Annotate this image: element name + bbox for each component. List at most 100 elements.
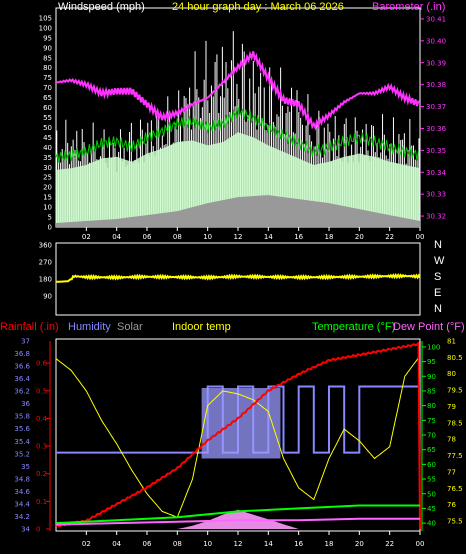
wind-tick-label: 90 xyxy=(43,44,52,52)
direction-plot-frame xyxy=(55,242,421,316)
wind-tick-label: 55 xyxy=(43,114,52,122)
direction-tick-label: 270 xyxy=(39,259,52,267)
hour-tick-label: 04 xyxy=(112,233,121,241)
rain-tick-label: 0.6 xyxy=(36,360,48,368)
temp-tick-label: 85 xyxy=(427,387,436,395)
rain-tick-label: 0.4 xyxy=(36,415,48,423)
barometer-tick-label: 30.39 xyxy=(426,59,446,67)
rain-tick-label: 0.3 xyxy=(36,443,47,451)
wind-tick-label: 10 xyxy=(43,204,52,212)
barometer-label: Barometer (.in) xyxy=(372,1,445,13)
indoor-tick-label: 34.8 xyxy=(14,475,30,483)
wind-tick-label: 80 xyxy=(43,64,52,72)
rain-tick-label: 0.2 xyxy=(36,470,47,478)
indoor-tick-label: 34.2 xyxy=(14,513,30,521)
compass-label: N xyxy=(434,303,442,315)
dew-point-label: Dew Point (°F) xyxy=(393,321,465,333)
temp-tick-label: 90 xyxy=(427,373,436,381)
chart-title: 24 hour graph day : March 06 2026 xyxy=(172,1,344,13)
humidity-block xyxy=(201,388,281,459)
temperature-label: Temperature (°F) xyxy=(312,321,395,333)
hour-tick-label: 20 xyxy=(355,233,364,241)
dew-tick-label: 76.5 xyxy=(447,485,463,493)
wind-direction-line xyxy=(56,272,421,283)
wind-tick-label: 85 xyxy=(43,54,52,62)
compass-label: W xyxy=(434,255,445,267)
dew-tick-label: 80.5 xyxy=(447,354,463,362)
barometer-tick-label: 30.36 xyxy=(426,125,447,133)
indoor-tick-label: 35.2 xyxy=(14,450,30,458)
wind-tick-label: 50 xyxy=(43,124,52,132)
hour-tick-label: 12 xyxy=(234,540,243,548)
hour-tick-label: 14 xyxy=(264,233,273,241)
barometer-tick-label: 30.38 xyxy=(426,81,446,89)
hour-tick-label: 22 xyxy=(385,540,394,548)
indoor-tick-label: 35.8 xyxy=(14,413,30,421)
hour-tick-label: 10 xyxy=(203,233,212,241)
barometer-tick-label: 30.33 xyxy=(426,191,446,199)
dew-tick-label: 77 xyxy=(447,468,456,476)
hour-tick-label: 16 xyxy=(294,540,303,548)
indoor-temp-label: Indoor temp xyxy=(172,321,231,333)
temp-tick-label: 60 xyxy=(427,461,436,469)
temp-tick-label: 70 xyxy=(427,432,436,440)
direction-tick-label: 180 xyxy=(39,276,52,284)
compass-label: N xyxy=(434,239,442,251)
solar-label: Solar xyxy=(117,321,143,333)
indoor-tick-label: 34 xyxy=(21,526,30,534)
min-wind-area xyxy=(56,195,420,227)
average-wind-line xyxy=(55,105,419,163)
wind-barometer-panel: Windspeed (mph) 24 hour graph day : Marc… xyxy=(39,1,447,241)
barometer-tick-label: 30.34 xyxy=(426,169,447,177)
hour-tick-label: 02 xyxy=(82,540,91,548)
wind-tick-label: 25 xyxy=(43,174,52,182)
indoor-temp-line xyxy=(55,357,419,518)
temp-tick-label: 50 xyxy=(427,490,436,498)
direction-tick-label: 360 xyxy=(39,242,52,250)
hour-tick-label: 08 xyxy=(173,540,182,548)
wind-tick-label: 95 xyxy=(43,34,52,42)
hour-tick-label: 00 xyxy=(416,540,425,548)
hour-tick-label: 10 xyxy=(203,540,212,548)
temp-tick-label: 55 xyxy=(427,476,436,484)
compass-label: E xyxy=(434,287,441,299)
hour-tick-label: 06 xyxy=(143,233,152,241)
hour-tick-label: 08 xyxy=(173,233,182,241)
temp-tick-label: 45 xyxy=(427,505,436,513)
indoor-tick-label: 35.6 xyxy=(14,425,30,433)
wind-band-area xyxy=(56,132,420,224)
indoor-tick-label: 36.6 xyxy=(14,363,30,371)
hour-tick-label: 12 xyxy=(234,233,243,241)
wind-tick-label: 30 xyxy=(43,164,52,172)
hour-tick-label: 14 xyxy=(264,540,273,548)
hour-tick-label: 02 xyxy=(82,233,91,241)
dew-tick-label: 79 xyxy=(447,403,456,411)
indoor-tick-label: 36.2 xyxy=(14,388,30,396)
indoor-tick-label: 34.6 xyxy=(14,488,30,496)
indoor-tick-label: 35.4 xyxy=(14,438,30,446)
temp-tick-label: 75 xyxy=(427,417,436,425)
wind-tick-label: 60 xyxy=(43,104,52,112)
hour-tick-label: 18 xyxy=(325,233,334,241)
hour-tick-label: 22 xyxy=(385,233,394,241)
windspeed-label: Windspeed (mph) xyxy=(58,1,145,13)
wind-tick-label: 45 xyxy=(43,134,52,142)
dew-tick-label: 77.5 xyxy=(447,452,463,460)
dew-point-line xyxy=(55,517,420,526)
hour-tick-label: 06 xyxy=(143,540,152,548)
indoor-tick-label: 35 xyxy=(21,463,30,471)
direction-tick-label: 90 xyxy=(43,293,52,301)
wind-tick-label: 35 xyxy=(43,154,52,162)
temp-tick-label: 40 xyxy=(427,520,436,528)
barometer-tick-label: 30.37 xyxy=(426,103,446,111)
wind-tick-label: 15 xyxy=(43,194,52,202)
indoor-tick-label: 36.8 xyxy=(14,350,30,358)
hour-tick-label: 00 xyxy=(416,233,425,241)
indoor-tick-label: 34.4 xyxy=(14,500,30,508)
compass-label: S xyxy=(434,271,441,283)
dew-tick-label: 75.5 xyxy=(447,518,463,526)
wind-tick-label: 65 xyxy=(43,94,52,102)
indoor-tick-label: 36 xyxy=(21,400,30,408)
